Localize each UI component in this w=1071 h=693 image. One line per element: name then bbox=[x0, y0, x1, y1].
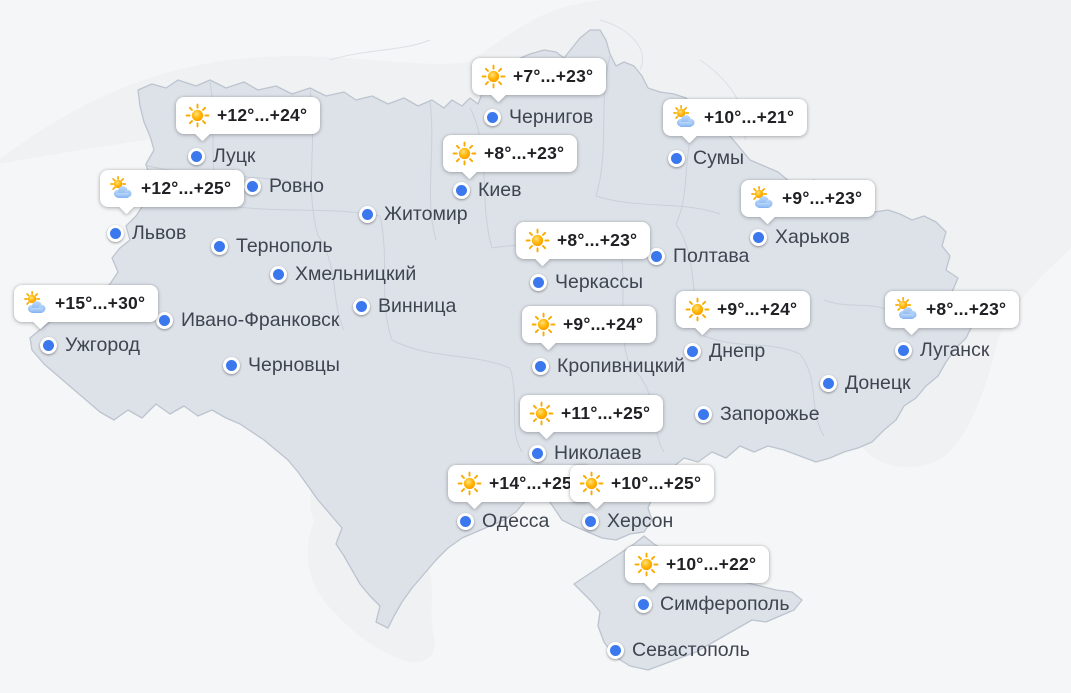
temperature-range: +9°...+24° bbox=[563, 314, 644, 334]
city-label: Севастополь bbox=[632, 639, 750, 661]
city-label: Черновцы bbox=[248, 354, 340, 376]
city-label: Черкассы bbox=[555, 271, 644, 293]
city-marker[interactable] bbox=[606, 641, 624, 659]
temperature-range: +8°...+23° bbox=[484, 143, 565, 163]
weather-badge[interactable]: +10°...+21° bbox=[663, 99, 808, 136]
city-marker[interactable] bbox=[352, 297, 370, 315]
city-label: Ровно bbox=[269, 175, 324, 197]
city-label: Одесса bbox=[482, 510, 550, 532]
city-label: Луцк bbox=[213, 145, 256, 167]
sun-cloud-icon bbox=[893, 296, 920, 323]
city-marker[interactable] bbox=[531, 357, 549, 375]
temperature-range: +12°...+24° bbox=[217, 105, 308, 125]
sun-cloud-icon bbox=[671, 104, 698, 131]
temperature-range: +10°...+25° bbox=[611, 473, 702, 493]
temperature-range: +9°...+24° bbox=[717, 299, 798, 319]
sun-icon bbox=[684, 296, 711, 323]
city-label: Днепр bbox=[709, 340, 766, 362]
weather-badge[interactable]: +9°...+23° bbox=[741, 180, 876, 217]
city-marker[interactable] bbox=[456, 512, 474, 530]
weather-badge[interactable]: +10°...+22° bbox=[625, 546, 770, 583]
weather-badge[interactable]: +9°...+24° bbox=[676, 291, 811, 328]
sun-cloud-icon bbox=[749, 185, 776, 212]
city-label: Винница bbox=[378, 295, 457, 317]
weather-badge[interactable]: +12°...+24° bbox=[176, 97, 321, 134]
weather-badge[interactable]: +14°...+25° bbox=[448, 465, 593, 502]
city-label: Кропивницкий bbox=[557, 355, 686, 377]
temperature-range: +14°...+25° bbox=[489, 473, 580, 493]
weather-badge[interactable]: +10°...+25° bbox=[570, 465, 715, 502]
weather-badge[interactable]: +8°...+23° bbox=[443, 135, 578, 172]
sun-cloud-icon bbox=[108, 175, 135, 202]
city-marker[interactable] bbox=[222, 356, 240, 374]
temperature-range: +12°...+25° bbox=[141, 178, 232, 198]
city-marker[interactable] bbox=[819, 374, 837, 392]
temperature-range: +8°...+23° bbox=[557, 230, 638, 250]
sun-icon bbox=[480, 63, 507, 90]
city-marker[interactable] bbox=[529, 273, 547, 291]
city-marker[interactable] bbox=[452, 181, 470, 199]
city-label: Симферополь bbox=[660, 593, 790, 615]
temperature-range: +15°...+30° bbox=[55, 293, 146, 313]
temperature-range: +7°...+23° bbox=[513, 66, 594, 86]
weather-badge[interactable]: +8°...+23° bbox=[885, 291, 1020, 328]
sun-icon bbox=[528, 400, 555, 427]
city-marker[interactable] bbox=[243, 177, 261, 195]
city-marker[interactable] bbox=[581, 512, 599, 530]
city-marker[interactable] bbox=[749, 228, 767, 246]
city-label: Запорожье bbox=[720, 403, 820, 425]
sun-icon bbox=[578, 470, 605, 497]
weather-badge[interactable]: +12°...+25° bbox=[100, 170, 245, 207]
weather-badge[interactable]: +15°...+30° bbox=[14, 285, 159, 322]
sun-icon bbox=[451, 140, 478, 167]
weather-badge[interactable]: +7°...+23° bbox=[472, 58, 607, 95]
city-marker[interactable] bbox=[187, 147, 205, 165]
temperature-range: +10°...+21° bbox=[704, 107, 795, 127]
city-label: Хмельницкий bbox=[295, 263, 417, 285]
sun-icon bbox=[184, 102, 211, 129]
city-marker[interactable] bbox=[647, 247, 665, 265]
city-label: Сумы bbox=[693, 147, 745, 169]
sun-icon bbox=[633, 551, 660, 578]
city-label: Чернигов bbox=[509, 106, 594, 128]
city-label: Ивано-Франковск bbox=[181, 309, 340, 331]
city-marker[interactable] bbox=[528, 444, 546, 462]
temperature-range: +11°...+25° bbox=[561, 403, 651, 423]
city-marker[interactable] bbox=[683, 342, 701, 360]
city-marker[interactable] bbox=[634, 595, 652, 613]
city-label: Донецк bbox=[845, 372, 911, 394]
city-label: Николаев bbox=[554, 442, 642, 464]
city-marker[interactable] bbox=[358, 205, 376, 223]
city-label: Ужгород bbox=[65, 334, 140, 356]
city-label: Полтава bbox=[673, 245, 750, 267]
temperature-range: +10°...+22° bbox=[666, 554, 757, 574]
weather-badge[interactable]: +9°...+24° bbox=[522, 306, 657, 343]
city-marker[interactable] bbox=[667, 149, 685, 167]
sun-icon bbox=[530, 311, 557, 338]
city-label: Луганск bbox=[920, 339, 990, 361]
weather-badge[interactable]: +11°...+25° bbox=[520, 395, 664, 432]
city-label: Житомир bbox=[384, 203, 468, 225]
weather-badge[interactable]: +8°...+23° bbox=[516, 222, 651, 259]
city-label: Тернополь bbox=[236, 235, 333, 257]
city-label: Киев bbox=[478, 179, 522, 201]
city-marker[interactable] bbox=[483, 108, 501, 126]
temperature-range: +8°...+23° bbox=[926, 299, 1007, 319]
city-label: Харьков bbox=[775, 226, 850, 248]
city-marker[interactable] bbox=[39, 336, 57, 354]
city-label: Львов bbox=[132, 222, 187, 244]
city-marker[interactable] bbox=[106, 224, 124, 242]
city-marker[interactable] bbox=[155, 311, 173, 329]
sun-cloud-icon bbox=[22, 290, 49, 317]
sun-icon bbox=[456, 470, 483, 497]
sun-icon bbox=[524, 227, 551, 254]
city-marker[interactable] bbox=[694, 405, 712, 423]
city-label: Херсон bbox=[607, 510, 674, 532]
ukraine-shape bbox=[29, 29, 973, 629]
city-marker[interactable] bbox=[210, 237, 228, 255]
temperature-range: +9°...+23° bbox=[782, 188, 863, 208]
city-marker[interactable] bbox=[269, 265, 287, 283]
city-marker[interactable] bbox=[894, 341, 912, 359]
